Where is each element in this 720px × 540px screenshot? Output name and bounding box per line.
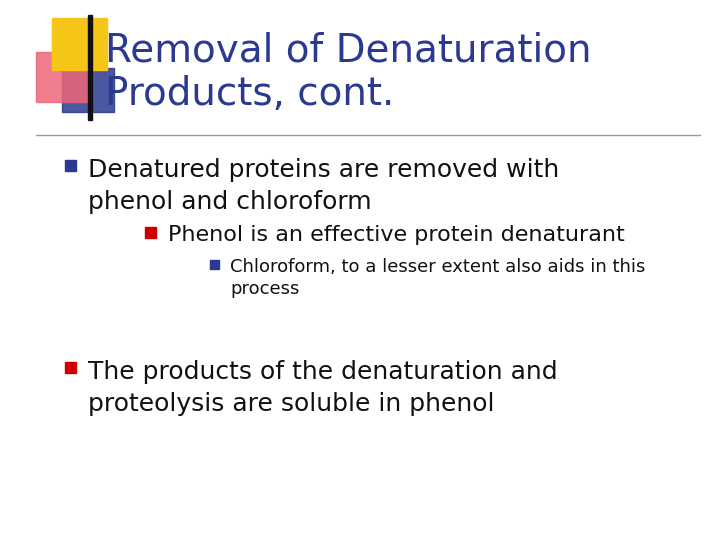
Text: Denatured proteins are removed with: Denatured proteins are removed with <box>88 158 559 182</box>
Text: process: process <box>230 280 300 298</box>
Bar <box>88 15 92 120</box>
Bar <box>62 68 114 112</box>
Bar <box>210 260 219 269</box>
Bar <box>52 18 107 70</box>
Bar <box>36 52 88 102</box>
Bar <box>145 227 156 238</box>
Bar <box>65 160 76 171</box>
Bar <box>65 362 76 373</box>
Text: phenol and chloroform: phenol and chloroform <box>88 190 372 214</box>
Text: proteolysis are soluble in phenol: proteolysis are soluble in phenol <box>88 392 495 416</box>
Text: Chloroform, to a lesser extent also aids in this: Chloroform, to a lesser extent also aids… <box>230 258 645 276</box>
Text: Removal of Denaturation: Removal of Denaturation <box>105 32 592 70</box>
Text: The products of the denaturation and: The products of the denaturation and <box>88 360 557 384</box>
Text: Phenol is an effective protein denaturant: Phenol is an effective protein denaturan… <box>168 225 625 245</box>
Text: Products, cont.: Products, cont. <box>105 75 395 113</box>
